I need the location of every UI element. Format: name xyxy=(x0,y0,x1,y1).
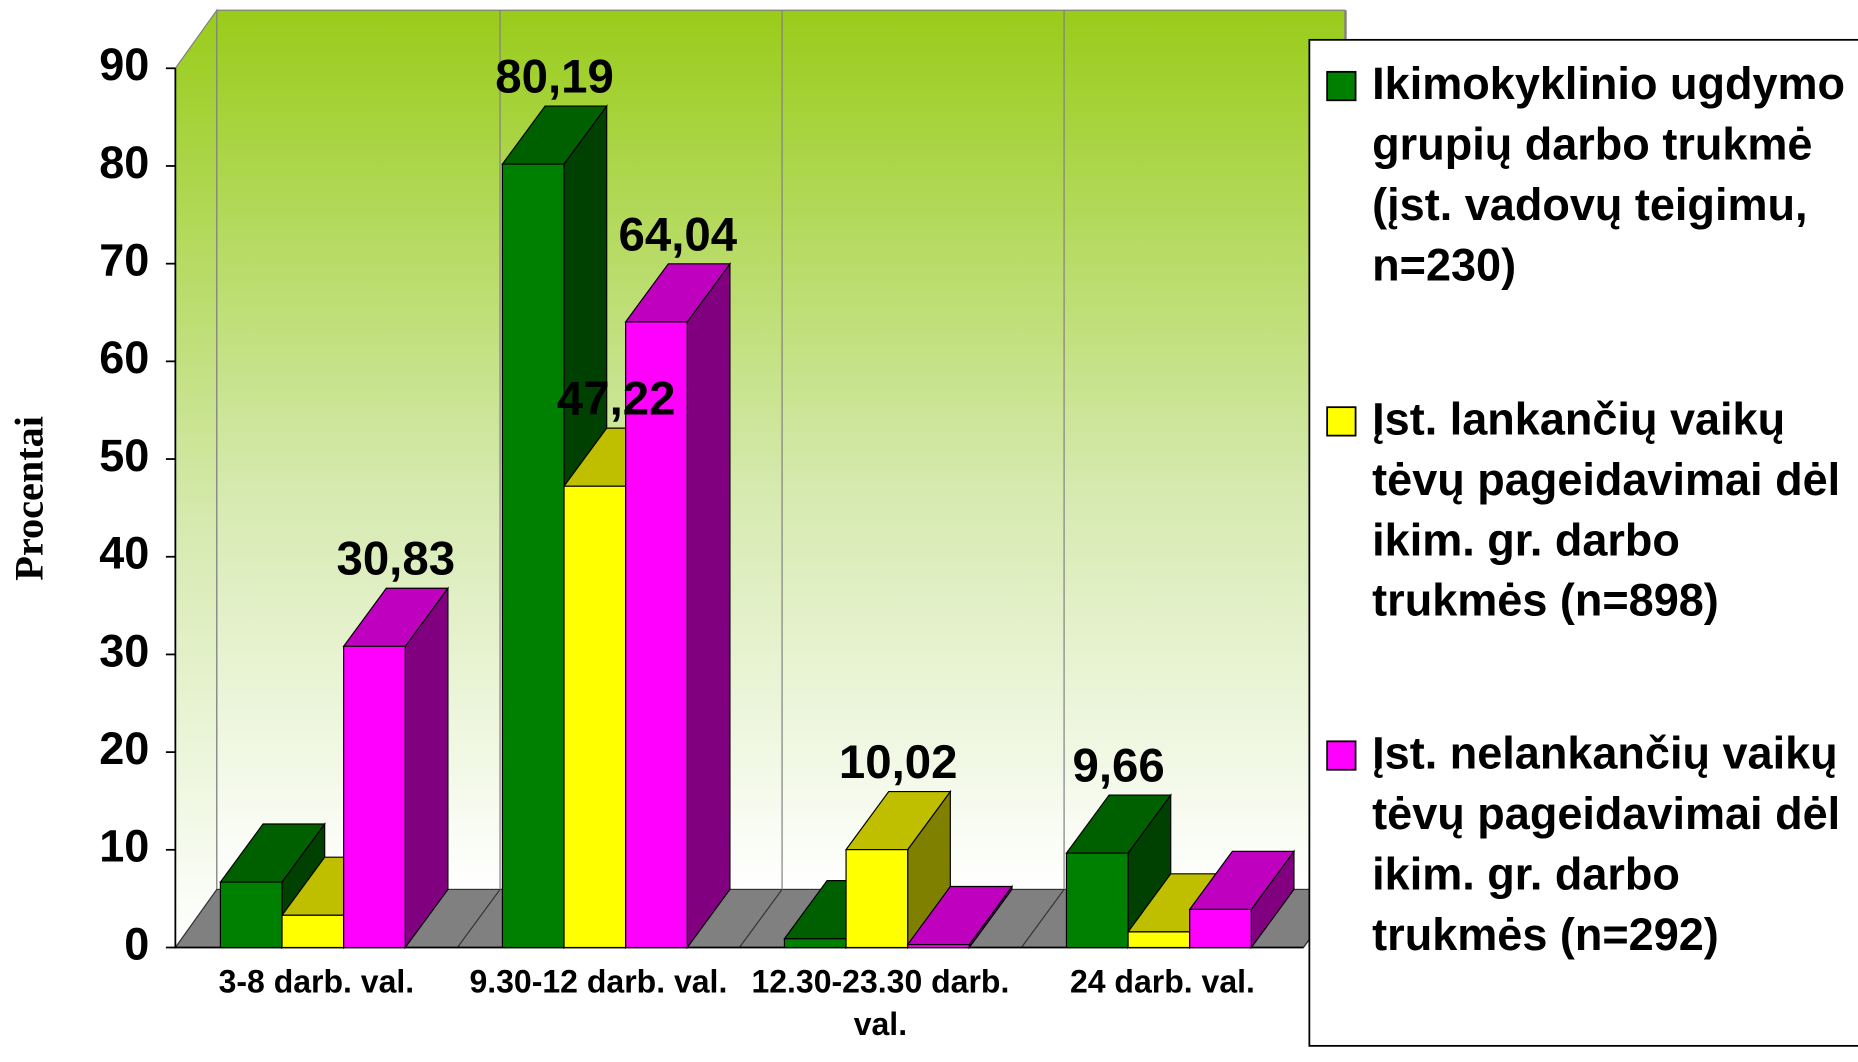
bar xyxy=(1188,849,1296,950)
data-label: 9,66 xyxy=(1072,740,1164,793)
x-tick-label: 12.30-23.30 darb. val. xyxy=(751,964,1010,1043)
y-tick-label: 30 xyxy=(99,625,149,676)
x-tick-label-box: 24 darb. val. xyxy=(1069,964,1255,1000)
y-tick-label: 20 xyxy=(99,723,149,774)
y-tick-label: 70 xyxy=(99,235,149,286)
legend-swatch xyxy=(1326,740,1357,771)
legend-swatch xyxy=(1326,406,1357,437)
legend-label-box: Įst. lankančių vaikų tėvų pageidavimai d… xyxy=(1372,395,1841,627)
bar-front xyxy=(1189,908,1252,949)
bar xyxy=(624,262,732,950)
side-wall xyxy=(174,8,218,950)
bar xyxy=(844,789,952,950)
x-tick-label-box: 9.30-12 darb. val. xyxy=(469,964,728,1000)
x-tick-label-box: 3-8 darb. val. xyxy=(218,964,415,1000)
bar xyxy=(342,586,450,950)
y-tick-label: 0 xyxy=(124,918,149,969)
bar-front xyxy=(219,881,283,949)
bar-front xyxy=(343,645,406,949)
bar-side xyxy=(404,586,449,950)
bar-front xyxy=(845,849,909,949)
y-tick-label: 40 xyxy=(99,528,149,579)
floor-divider xyxy=(1020,889,1065,948)
y-axis-title: Procentai xyxy=(6,416,51,581)
y-tick-label: 80 xyxy=(99,137,149,188)
y-tick-label: 90 xyxy=(99,39,149,90)
data-label: 30,83 xyxy=(336,533,455,586)
data-label: 47,22 xyxy=(557,373,676,426)
legend-label: Įst. lankančių vaikų tėvų pageidavimai d… xyxy=(1372,395,1841,627)
bar-front xyxy=(625,321,688,949)
x-tick-label: 3-8 darb. val. xyxy=(218,964,415,1000)
bar-front xyxy=(907,943,970,949)
data-label: 10,02 xyxy=(839,736,958,789)
legend-label-box: Įst. nelankančių vaikų tėvų pageidavimai… xyxy=(1372,729,1841,961)
floor-divider xyxy=(738,889,783,948)
legend-label-box: Ikimokyklinio ugdymo grupių darbo trukmė… xyxy=(1372,59,1846,292)
y-tick-label: 50 xyxy=(99,430,149,481)
x-tick-label-box: 12.30-23.30 darb. val. xyxy=(751,964,1010,1043)
legend-label: Įst. nelankančių vaikų tėvų pageidavimai… xyxy=(1372,729,1841,961)
y-tick-label: 10 xyxy=(99,821,149,872)
data-label: 80,19 xyxy=(495,50,614,103)
legend-swatch xyxy=(1326,70,1357,102)
bar-front xyxy=(1065,852,1129,949)
bar-front xyxy=(281,914,345,949)
legend xyxy=(1308,38,1858,1047)
bar-front xyxy=(563,485,627,949)
data-label: 64,04 xyxy=(619,208,738,261)
legend-label: Ikimokyklinio ugdymo grupių darbo trukmė… xyxy=(1372,59,1846,292)
x-tick-label: 9.30-12 darb. val. xyxy=(469,964,728,1000)
y-tick-label: 60 xyxy=(99,332,149,383)
bar xyxy=(906,884,1014,950)
bar xyxy=(1065,793,1172,950)
bar-front xyxy=(1127,931,1191,949)
bar-front xyxy=(501,163,565,949)
floor-divider xyxy=(456,889,501,948)
bar-front xyxy=(783,938,847,949)
bar-side xyxy=(686,262,731,950)
x-tick-label: 24 darb. val. xyxy=(1069,964,1255,1000)
